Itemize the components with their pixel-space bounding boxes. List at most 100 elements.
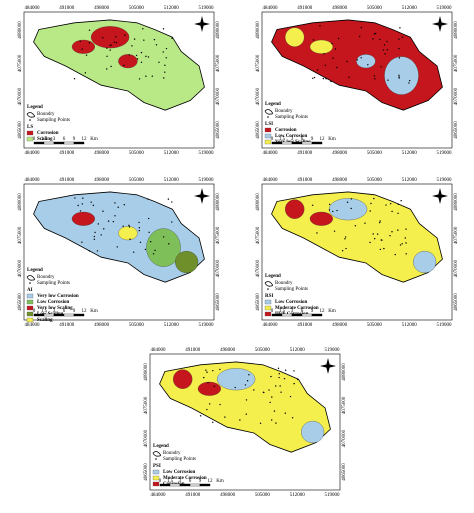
- sampling-point: [346, 201, 349, 203]
- sampling-point: [145, 75, 147, 77]
- scale-label: 6: [301, 137, 304, 142]
- y-tick-label: 4065000: [216, 293, 221, 311]
- x-tick-label: 505000: [129, 151, 145, 156]
- y-tick-label: 4070000: [18, 259, 23, 277]
- legend-class: Scaling: [37, 137, 53, 142]
- sampling-point: [383, 44, 386, 46]
- sampling-point: [284, 369, 287, 371]
- sampling-point: [122, 225, 124, 227]
- legend-swatch: [152, 481, 160, 487]
- x-tick-label: 505000: [129, 323, 145, 328]
- x-tick-label: 505000: [255, 493, 271, 498]
- sampling-point: [246, 380, 249, 382]
- scale-label: Km: [216, 479, 224, 484]
- legend-swatch: [26, 305, 34, 311]
- legend-swatch: [26, 311, 34, 317]
- legend-class: Low Corrosion: [275, 300, 307, 305]
- x-tick-label: 512000: [402, 323, 418, 328]
- scale-segment: [43, 141, 55, 145]
- sampling-point: [379, 220, 381, 222]
- sampling-point: [376, 233, 379, 235]
- legend-swatch: [264, 305, 272, 311]
- sampling-point: [367, 64, 369, 66]
- scale-label: 3: [53, 137, 56, 142]
- sampling-point: [148, 231, 150, 234]
- scale-segment: [43, 313, 55, 317]
- sampling-point: [245, 399, 248, 401]
- legend-class: Low Corrosion: [37, 300, 69, 305]
- sampling-point: [164, 71, 166, 73]
- sampling-point: [139, 241, 142, 243]
- sampling-point: [373, 237, 376, 240]
- sampling-point: [400, 200, 402, 202]
- sampling-point: [153, 38, 156, 41]
- class-zone: [71, 211, 95, 226]
- index-name: LS: [27, 125, 33, 130]
- sampling-point: [128, 54, 131, 56]
- x-tick-label: 484000: [263, 323, 279, 328]
- sampling-point: [106, 55, 108, 58]
- y-tick-label: 4080000: [18, 21, 23, 39]
- sampling-point: [206, 408, 208, 411]
- sampling-point: [244, 384, 247, 386]
- sampling-point: [133, 38, 136, 40]
- sampling-point: [88, 42, 91, 44]
- sampling-point: [135, 54, 138, 57]
- sampling-point: [372, 38, 374, 40]
- scale-label: 9: [311, 137, 314, 142]
- sampling-point: [372, 233, 374, 235]
- sampling-point: [313, 76, 316, 79]
- sampling-point: [332, 57, 334, 59]
- sampling-point: [164, 64, 166, 67]
- scale-segment: [53, 141, 65, 145]
- sampling-point: [364, 222, 366, 224]
- y-tick-label: 4065000: [256, 121, 261, 139]
- sampling-point: [96, 250, 99, 252]
- sampling-point: [106, 47, 108, 49]
- legend-class: Scaling: [37, 318, 53, 323]
- legend-point-symbol: [267, 116, 269, 118]
- x-tick-label: 512000: [290, 348, 306, 353]
- sampling-point: [386, 49, 389, 51]
- x-tick-label: 484000: [151, 348, 167, 353]
- legend-point-symbol: [29, 282, 31, 284]
- sampling-point: [333, 230, 336, 232]
- legend-swatch: [26, 136, 34, 142]
- x-tick-label: 505000: [367, 178, 383, 183]
- sampling-point: [269, 401, 271, 404]
- sampling-point: [97, 223, 100, 225]
- x-tick-label: 519000: [199, 151, 215, 156]
- legend-class: Low Corrosion: [275, 134, 307, 139]
- sampling-point: [81, 203, 84, 205]
- sampling-point: [389, 234, 391, 237]
- sampling-point: [275, 422, 277, 424]
- sampling-point: [322, 77, 324, 80]
- x-tick-label: 505000: [367, 6, 383, 11]
- north-arrow: [320, 358, 336, 374]
- sampling-point: [93, 235, 95, 238]
- class-zone: [71, 39, 95, 54]
- sampling-point: [398, 38, 400, 40]
- x-tick-label: 512000: [164, 178, 180, 183]
- x-tick-label: 519000: [199, 323, 215, 328]
- sampling-point: [212, 421, 214, 424]
- sampling-point: [77, 204, 79, 207]
- y-tick-label: 4065000: [454, 293, 459, 311]
- sampling-point: [124, 34, 126, 36]
- sampling-point: [213, 385, 216, 387]
- sampling-point: [278, 376, 280, 379]
- y-tick-label: 4065000: [454, 121, 459, 139]
- x-tick-label: 519000: [437, 323, 453, 328]
- scale-label: 3: [179, 479, 182, 484]
- legend-points: Sampling Points: [163, 457, 196, 462]
- sampling-point: [275, 385, 277, 387]
- sampling-point: [140, 61, 143, 64]
- x-tick-label: 512000: [164, 6, 180, 11]
- sampling-point: [205, 369, 207, 371]
- y-tick-label: 4075000: [454, 54, 459, 72]
- sampling-point: [85, 54, 88, 56]
- sampling-point: [291, 417, 294, 419]
- sampling-point: [405, 228, 407, 230]
- sampling-point: [345, 247, 347, 250]
